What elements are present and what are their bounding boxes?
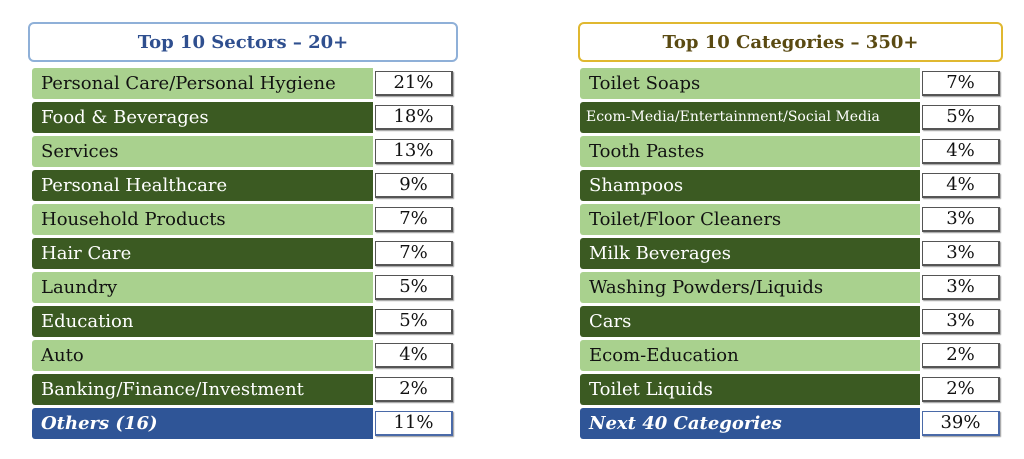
row-value: 4% bbox=[375, 342, 453, 368]
row-label: Tooth Pastes bbox=[580, 135, 920, 167]
sectors-row: Household Products 7% bbox=[28, 202, 458, 236]
categories-row: Cars 3% bbox=[578, 304, 1003, 338]
categories-panel: Top 10 Categories – 350+ Toilet Soaps 7% E… bbox=[578, 22, 1003, 440]
row-label: Hair Care bbox=[32, 237, 373, 269]
row-label: Toilet/Floor Cleaners bbox=[580, 203, 920, 235]
row-label: Education bbox=[32, 305, 373, 337]
categories-row: Washing Powders/Liquids 3% bbox=[578, 270, 1003, 304]
sectors-row: Services 13% bbox=[28, 134, 458, 168]
row-label: Cars bbox=[580, 305, 920, 337]
row-value: 21% bbox=[375, 70, 453, 96]
sectors-title: Top 10 Sectors – 20+ bbox=[28, 22, 458, 62]
categories-row: Shampoos 4% bbox=[578, 168, 1003, 202]
row-value: 3% bbox=[922, 274, 1000, 300]
sectors-row: Education 5% bbox=[28, 304, 458, 338]
row-label: Ecom-Media/Entertainment/Social Media bbox=[580, 101, 920, 133]
sectors-rows: Personal Care/Personal Hygiene 21% Food & … bbox=[28, 66, 458, 440]
row-value: 4% bbox=[922, 172, 1000, 198]
row-value: 3% bbox=[922, 206, 1000, 232]
row-value: 7% bbox=[375, 240, 453, 266]
row-label: Shampoos bbox=[580, 169, 920, 201]
sectors-row: Auto 4% bbox=[28, 338, 458, 372]
row-value: 2% bbox=[375, 376, 453, 402]
sectors-row: Laundry 5% bbox=[28, 270, 458, 304]
sectors-row: Others (16) 11% bbox=[28, 406, 458, 440]
categories-row: Milk Beverages 3% bbox=[578, 236, 1003, 270]
categories-row: Tooth Pastes 4% bbox=[578, 134, 1003, 168]
row-label: Laundry bbox=[32, 271, 373, 303]
categories-row: Toilet Liquids 2% bbox=[578, 372, 1003, 406]
categories-row: Toilet/Floor Cleaners 3% bbox=[578, 202, 1003, 236]
categories-row: Next 40 Categories 39% bbox=[578, 406, 1003, 440]
categories-row: Ecom-Education 2% bbox=[578, 338, 1003, 372]
categories-title: Top 10 Categories – 350+ bbox=[578, 22, 1003, 62]
row-label: Services bbox=[32, 135, 373, 167]
row-value: 2% bbox=[922, 342, 1000, 368]
row-label: Toilet Soaps bbox=[580, 67, 920, 99]
row-value: 39% bbox=[922, 410, 1000, 436]
sectors-row: Personal Healthcare 9% bbox=[28, 168, 458, 202]
row-label: Toilet Liquids bbox=[580, 373, 920, 405]
row-value: 18% bbox=[375, 104, 453, 130]
row-label: Personal Healthcare bbox=[32, 169, 373, 201]
row-label: Food & Beverages bbox=[32, 101, 373, 133]
sectors-row: Food & Beverages 18% bbox=[28, 100, 458, 134]
sectors-row: Banking/Finance/Investment 2% bbox=[28, 372, 458, 406]
row-value: 3% bbox=[922, 240, 1000, 266]
row-label: Banking/Finance/Investment bbox=[32, 373, 373, 405]
row-label: Personal Care/Personal Hygiene bbox=[32, 67, 373, 99]
sectors-row: Hair Care 7% bbox=[28, 236, 458, 270]
row-value: 2% bbox=[922, 376, 1000, 402]
categories-rows: Toilet Soaps 7% Ecom-Media/Entertainment/S… bbox=[578, 66, 1003, 440]
row-label: Household Products bbox=[32, 203, 373, 235]
row-value: 7% bbox=[375, 206, 453, 232]
categories-row: Toilet Soaps 7% bbox=[578, 66, 1003, 100]
row-label: Next 40 Categories bbox=[580, 407, 920, 439]
row-value: 7% bbox=[922, 70, 1000, 96]
row-value: 11% bbox=[375, 410, 453, 436]
row-value: 5% bbox=[922, 104, 1000, 130]
row-value: 5% bbox=[375, 308, 453, 334]
row-value: 13% bbox=[375, 138, 453, 164]
row-label: Others (16) bbox=[32, 407, 373, 439]
row-value: 5% bbox=[375, 274, 453, 300]
categories-row: Ecom-Media/Entertainment/Social Media 5% bbox=[578, 100, 1003, 134]
row-value: 9% bbox=[375, 172, 453, 198]
row-label: Auto bbox=[32, 339, 373, 371]
row-label: Washing Powders/Liquids bbox=[580, 271, 920, 303]
sectors-row: Personal Care/Personal Hygiene 21% bbox=[28, 66, 458, 100]
row-value: 3% bbox=[922, 308, 1000, 334]
row-label: Milk Beverages bbox=[580, 237, 920, 269]
row-value: 4% bbox=[922, 138, 1000, 164]
row-label: Ecom-Education bbox=[580, 339, 920, 371]
sectors-panel: Top 10 Sectors – 20+ Personal Care/Perso… bbox=[28, 22, 458, 440]
